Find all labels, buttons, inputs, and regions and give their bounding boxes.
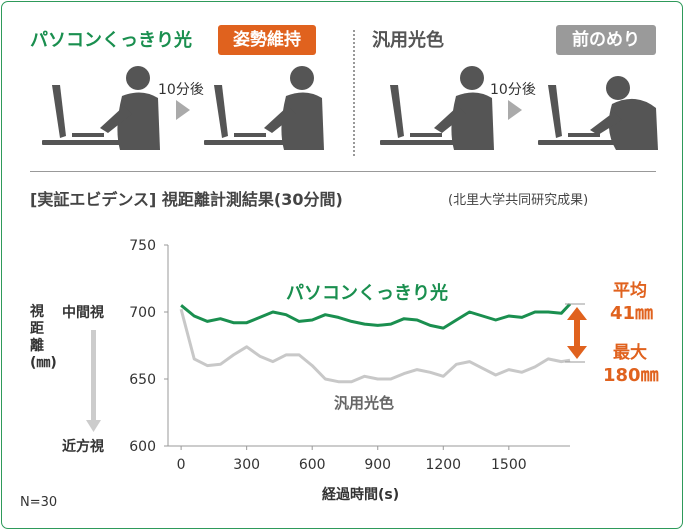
- max-value: 180㎜: [603, 365, 659, 386]
- posture-maintained-badge: 姿勢維持: [218, 25, 316, 55]
- y-tick-label: 750: [129, 238, 156, 254]
- x-tick-label: 300: [233, 457, 260, 473]
- person-upright-icon: [100, 66, 160, 150]
- person-leaning-icon: [590, 76, 658, 150]
- y-tick-label: 650: [129, 372, 156, 388]
- arrow-right-icon: [508, 100, 522, 120]
- series-line-gray: [179, 308, 571, 384]
- section-title: [実証エビデンス] 視距離計測結果(30分間): [30, 190, 343, 209]
- y-axis-label: 視距離(㎜): [30, 304, 57, 371]
- computer-icon: [380, 85, 472, 145]
- avg-value: 41㎜: [610, 303, 654, 324]
- right-condition-title: 汎用光色: [372, 30, 444, 51]
- near-vision-label: 近方視: [62, 439, 104, 455]
- max-label: 最大: [613, 343, 647, 363]
- time-label-right: 10分後: [490, 82, 536, 98]
- posture-illustrations: [42, 66, 658, 150]
- computer-icon: [42, 85, 134, 145]
- left-condition-title: パソコンくっきり光: [30, 30, 192, 51]
- avg-label: 平均: [613, 281, 647, 301]
- x-tick-label: 1500: [491, 457, 527, 473]
- time-label-left: 10分後: [158, 82, 204, 98]
- series-label-green: パソコンくっきり光: [286, 283, 448, 304]
- person-upright-icon: [264, 66, 324, 150]
- mid-vision-label: 中間視: [62, 305, 104, 321]
- x-tick-label: 900: [364, 457, 391, 473]
- series-line-green: [180, 302, 572, 330]
- top-divider: [353, 30, 355, 156]
- computer-icon: [538, 85, 630, 145]
- y-tick-label: 700: [129, 305, 156, 321]
- arrow-right-icon: [176, 100, 190, 120]
- x-tick-label: 600: [299, 457, 326, 473]
- leaning-forward-badge: 前のめり: [556, 25, 656, 55]
- section-divider: [30, 171, 656, 172]
- person-upright-icon: [434, 66, 494, 150]
- computer-icon: [204, 85, 296, 145]
- x-axis-label: 経過時間(s): [322, 487, 400, 503]
- down-arrow-icon: [86, 330, 101, 432]
- y-tick-label: 600: [129, 439, 156, 455]
- range-arrow-icon: [567, 307, 587, 359]
- x-tick-label: 0: [177, 457, 186, 473]
- series-label-gray: 汎用光色: [334, 394, 395, 412]
- x-tick-label: 1200: [425, 457, 461, 473]
- source-note: (北里大学共同研究成果): [448, 193, 589, 208]
- footnote: N=30: [20, 495, 58, 510]
